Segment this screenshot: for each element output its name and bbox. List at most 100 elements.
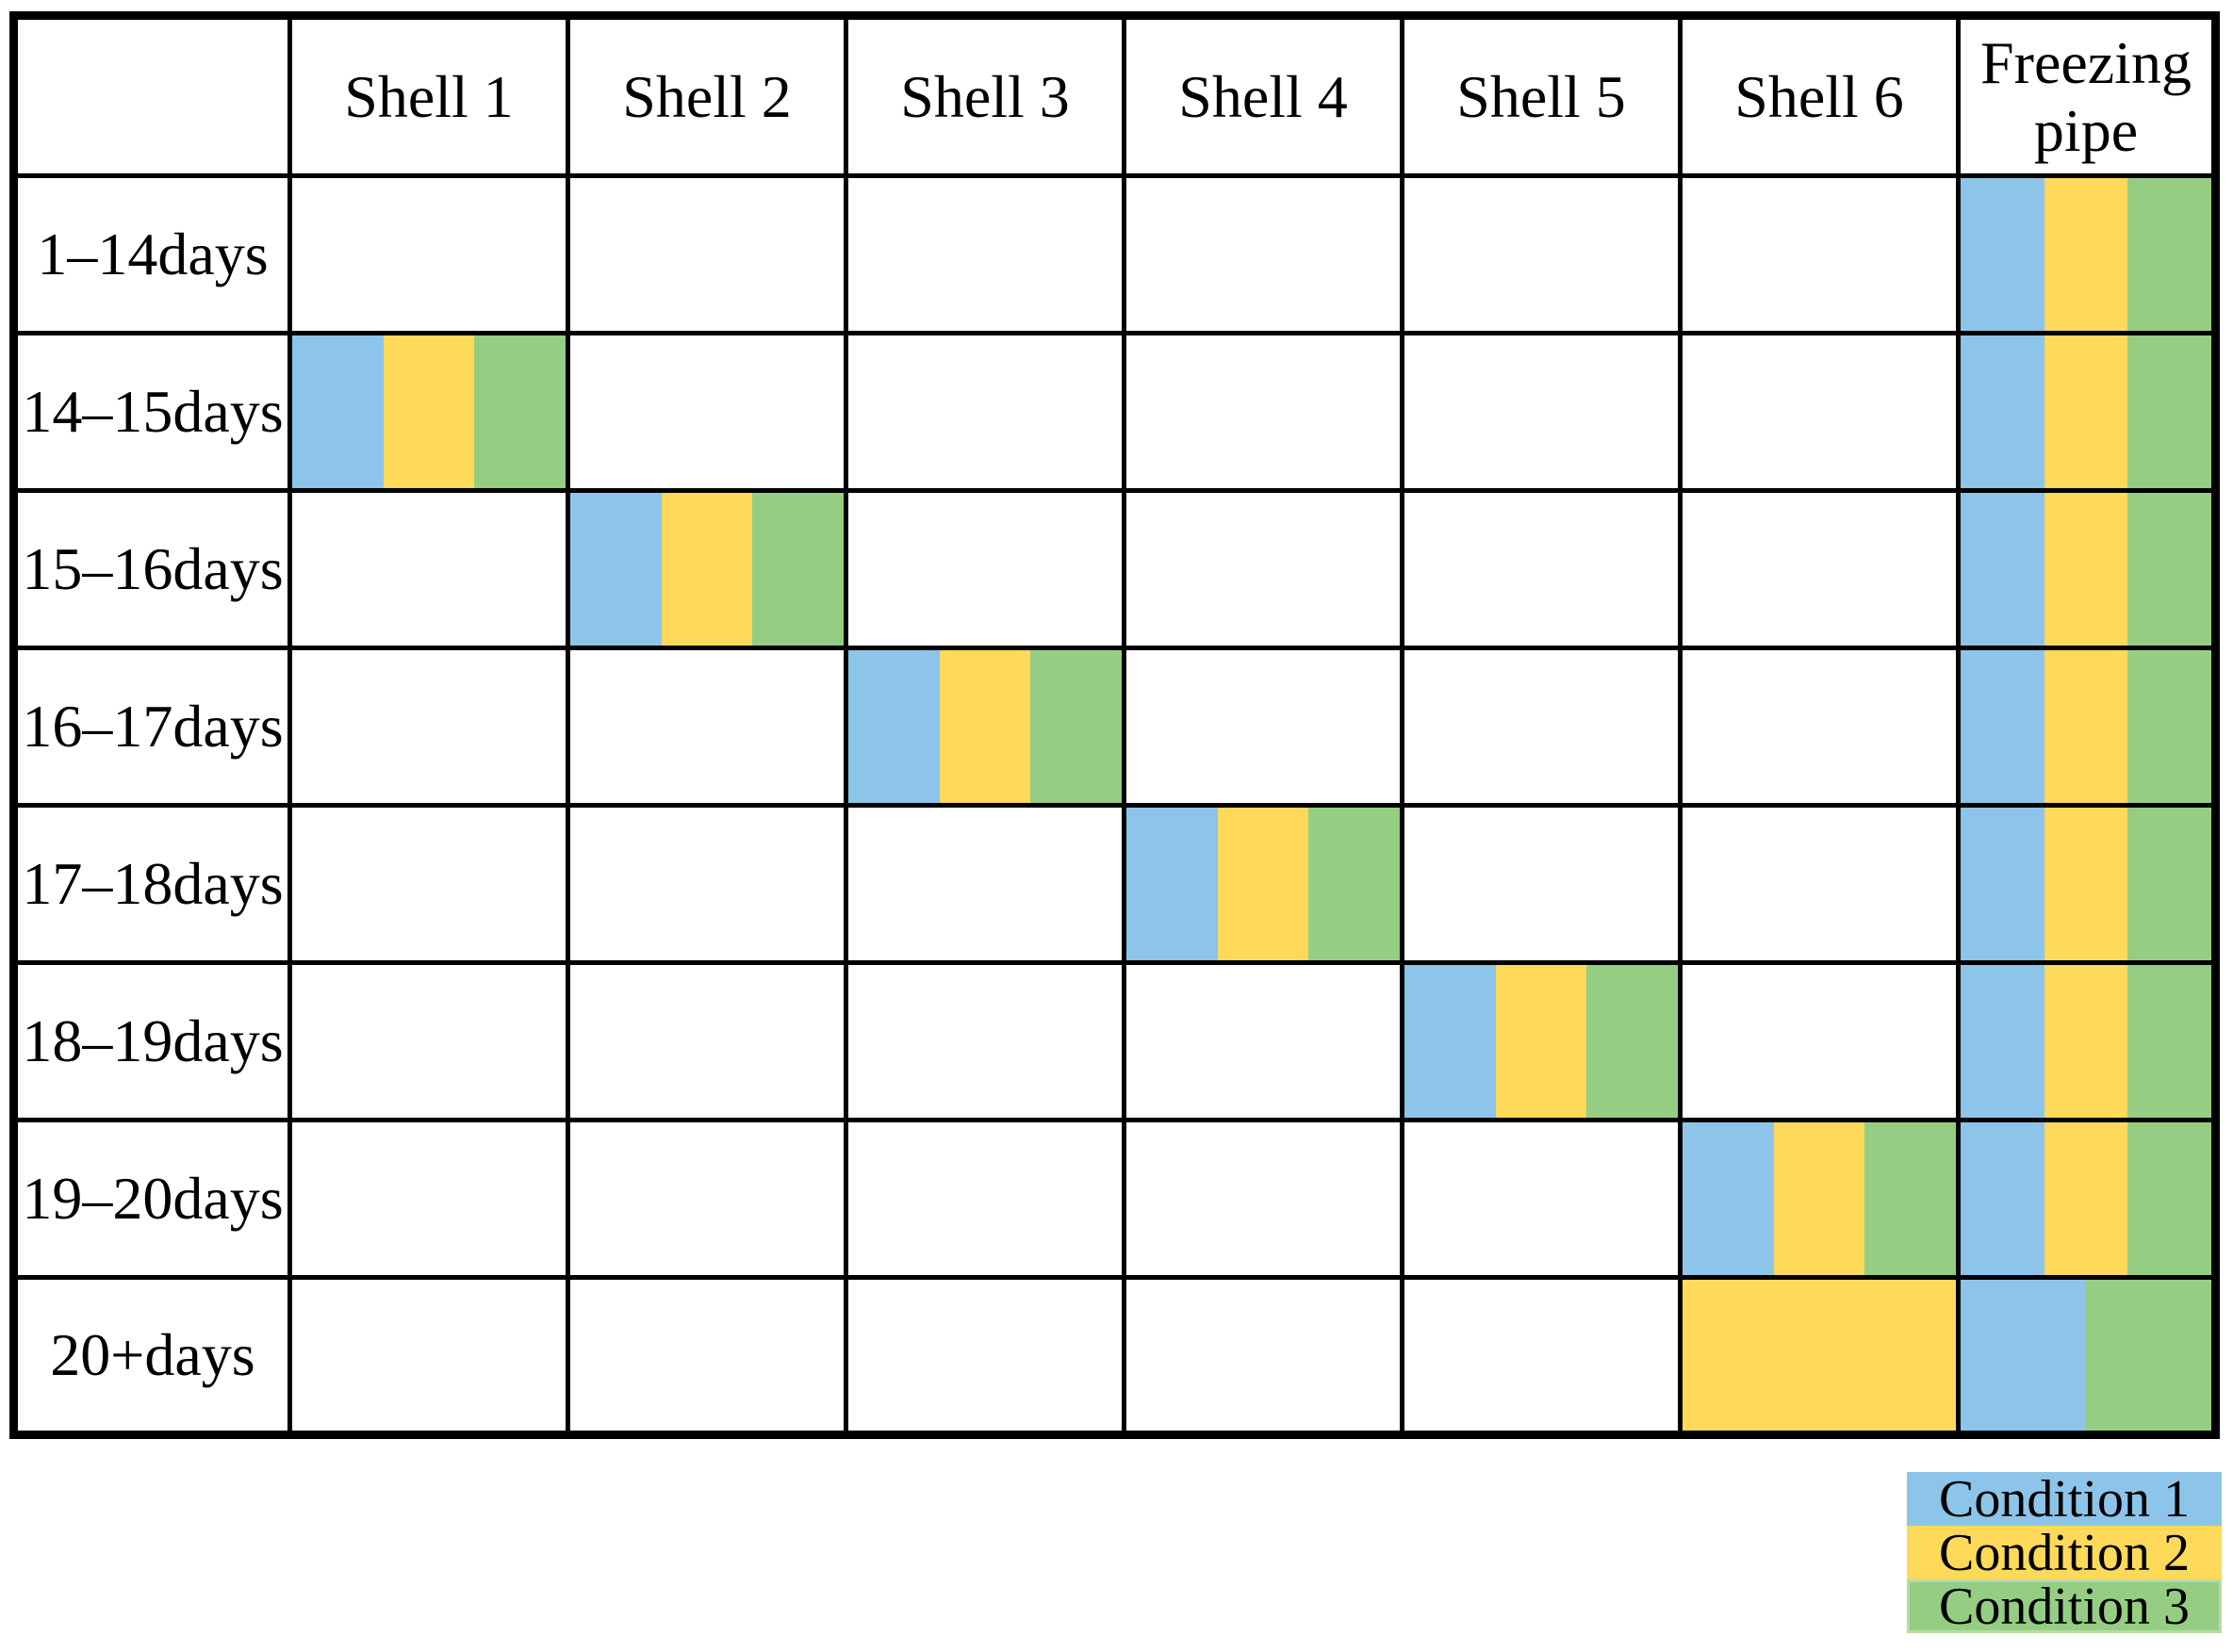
condition-bar bbox=[1126, 808, 1401, 960]
column-header: Shell 2 bbox=[566, 13, 848, 178]
condition-bar bbox=[1961, 650, 2212, 803]
row-label: 16–17days bbox=[11, 646, 292, 808]
stripe-c2 bbox=[2044, 650, 2128, 803]
table-cell bbox=[1122, 173, 1404, 335]
column-header: Shell 4 bbox=[1122, 13, 1404, 178]
stripe-c3 bbox=[2127, 808, 2212, 960]
table-cell bbox=[287, 173, 570, 335]
condition-bar bbox=[848, 650, 1123, 803]
stripe-c3 bbox=[2127, 335, 2212, 488]
row-label: 20+days bbox=[11, 1275, 292, 1437]
table-row: 18–19days bbox=[11, 960, 2218, 1122]
stripe-c1 bbox=[1404, 965, 1496, 1118]
table-cell bbox=[1956, 1275, 2218, 1437]
table-cell bbox=[1678, 1118, 1961, 1280]
row-label: 1–14days bbox=[11, 173, 292, 335]
table-cell bbox=[844, 173, 1126, 335]
legend-item-condition-3: Condition 3 bbox=[1907, 1579, 2222, 1633]
stripe-c3 bbox=[1586, 965, 1679, 1118]
stripe-c2 bbox=[1773, 1122, 1865, 1275]
table-row: 15–16days bbox=[11, 488, 2218, 650]
row-label: 17–18days bbox=[11, 803, 292, 965]
column-header: Shell 3 bbox=[844, 13, 1126, 178]
table-cell bbox=[287, 803, 570, 965]
row-label: 15–16days bbox=[11, 488, 292, 650]
stripe-c2 bbox=[2044, 335, 2128, 488]
stripe-c3 bbox=[2127, 965, 2212, 1118]
table-cell bbox=[844, 646, 1126, 808]
table-cell bbox=[1122, 646, 1404, 808]
table-cell bbox=[844, 960, 1126, 1122]
condition-bar bbox=[1961, 965, 2212, 1118]
table-cell bbox=[287, 1275, 570, 1437]
stripe-c2 bbox=[2044, 178, 2128, 331]
table-cell bbox=[287, 331, 570, 493]
table-cell bbox=[1400, 173, 1683, 335]
row-label: 19–20days bbox=[11, 1118, 292, 1280]
stripe-c3 bbox=[2127, 650, 2212, 803]
table-cell bbox=[1678, 1275, 1961, 1437]
table-cell bbox=[1122, 960, 1404, 1122]
stripe-c1 bbox=[1961, 650, 2044, 803]
stripe-c1 bbox=[1961, 965, 2044, 1118]
table-cell bbox=[566, 1275, 848, 1437]
row-label: 18–19days bbox=[11, 960, 292, 1122]
stripe-c2 bbox=[661, 493, 753, 646]
legend-label: Condition 2 bbox=[1938, 1523, 2191, 1582]
table-header-row: Shell 1 Shell 2 Shell 3 Shell 4 Shell 5 Shell… bbox=[11, 13, 2218, 178]
table-cell bbox=[1678, 331, 1961, 493]
table-cell bbox=[566, 1118, 848, 1280]
condition-bar bbox=[1961, 1122, 2212, 1275]
condition-bar bbox=[1961, 335, 2212, 488]
table-cell bbox=[1956, 960, 2218, 1122]
table-cell bbox=[1956, 646, 2218, 808]
table-cell bbox=[1956, 173, 2218, 335]
stripe-c2 bbox=[1683, 1280, 1956, 1431]
table-cell bbox=[844, 1118, 1126, 1280]
table-cell bbox=[1400, 1118, 1683, 1280]
condition-bar bbox=[1683, 1122, 1957, 1275]
condition-bar bbox=[570, 493, 845, 646]
table-body: 1–14days 14–15days 15–16days 16–17days 17–18… bbox=[11, 173, 2218, 1437]
table-cell bbox=[1400, 803, 1683, 965]
table-cell bbox=[1400, 331, 1683, 493]
stripe-c1 bbox=[1961, 178, 2044, 331]
table-cell bbox=[1678, 488, 1961, 650]
stripe-c1 bbox=[292, 335, 384, 488]
stripe-c1 bbox=[570, 493, 662, 646]
stripe-c2 bbox=[939, 650, 1031, 803]
table-row: 19–20days bbox=[11, 1118, 2218, 1280]
table-cell bbox=[1400, 488, 1683, 650]
table-row: 14–15days bbox=[11, 331, 2218, 493]
table-cell bbox=[1122, 1118, 1404, 1280]
table-cell bbox=[844, 488, 1126, 650]
column-header: Shell 5 bbox=[1400, 13, 1683, 178]
legend-item-condition-1: Condition 1 bbox=[1907, 1472, 2222, 1526]
condition-bar bbox=[1961, 1280, 2211, 1431]
stripe-c2 bbox=[2044, 1122, 2128, 1275]
condition-bar bbox=[1683, 1280, 1956, 1431]
table-cell bbox=[1400, 960, 1683, 1122]
table-row: 20+days bbox=[11, 1275, 2218, 1437]
table-cell bbox=[1678, 173, 1961, 335]
condition-bar bbox=[292, 335, 566, 488]
condition-bar bbox=[1961, 493, 2212, 646]
stripe-c3 bbox=[2086, 1280, 2211, 1431]
legend-label: Condition 1 bbox=[1938, 1469, 2191, 1529]
stripe-c1 bbox=[1961, 335, 2044, 488]
stripe-c3 bbox=[2127, 178, 2212, 331]
stripe-c3 bbox=[474, 335, 566, 488]
table-cell bbox=[1122, 803, 1404, 965]
stripe-c1 bbox=[1683, 1122, 1774, 1275]
stripe-c3 bbox=[2127, 493, 2212, 646]
stripe-c1 bbox=[1961, 808, 2044, 960]
table-cell bbox=[1678, 960, 1961, 1122]
stripe-c3 bbox=[2127, 1122, 2212, 1275]
condition-bar bbox=[1961, 178, 2212, 331]
table-row: 17–18days bbox=[11, 803, 2218, 965]
corner-cell bbox=[11, 13, 292, 178]
legend-item-condition-2: Condition 2 bbox=[1907, 1526, 2222, 1579]
table-cell bbox=[287, 960, 570, 1122]
table-cell bbox=[844, 331, 1126, 493]
